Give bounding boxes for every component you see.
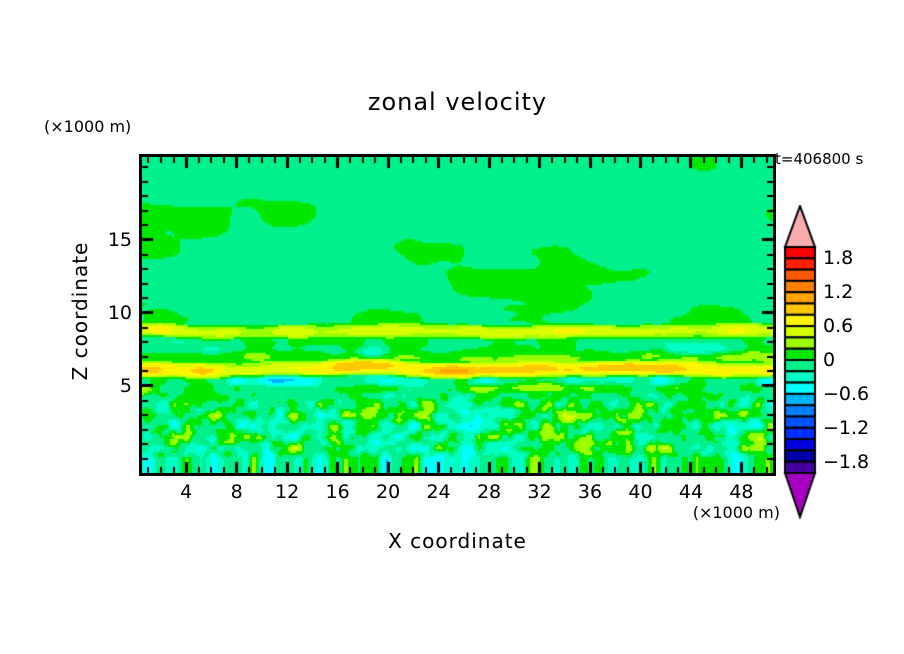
x-tick-label: 40 — [628, 481, 653, 503]
colorbar-tick-label: 0 — [823, 349, 836, 371]
z-tick-label: 5 — [119, 374, 132, 397]
x-tick-label: 24 — [426, 481, 451, 503]
colorbar-tick-label: −1.8 — [823, 450, 870, 473]
x-tick-label: 36 — [577, 481, 603, 503]
colorbar-tick-label: −0.6 — [823, 382, 870, 405]
x-tick-label: 44 — [678, 481, 704, 503]
z-tick-label: 15 — [107, 228, 132, 251]
contour-field-canvas — [142, 157, 773, 473]
z-axis-title: Z coordinate — [68, 241, 92, 381]
x-tick-label: 8 — [230, 481, 243, 503]
chart-title: zonal velocity — [367, 88, 548, 116]
x-tick-label: 48 — [729, 481, 754, 503]
x-tick-label: 20 — [375, 481, 401, 503]
x-tick-label: 28 — [476, 481, 502, 503]
z-axis-unit-label: (×1000 m) — [44, 117, 132, 136]
x-tick-label: 32 — [527, 481, 552, 503]
plot-area — [139, 154, 776, 476]
z-tick-label: 10 — [107, 301, 132, 324]
colorbar-tick-label: 1.8 — [823, 247, 854, 270]
time-stamp-label: t=406800 s — [775, 150, 864, 168]
colorbar-tick-label: 1.2 — [823, 281, 854, 304]
x-tick-label: 4 — [180, 481, 193, 503]
x-tick-label: 16 — [325, 481, 350, 503]
colorbar — [783, 205, 819, 519]
x-axis-title: X coordinate — [388, 529, 527, 553]
colorbar-tick-label: −1.2 — [823, 416, 870, 439]
colorbar-tick-label: 0.6 — [823, 315, 854, 338]
x-tick-label: 12 — [275, 481, 300, 503]
x-axis-unit-label: (×1000 m) — [692, 503, 780, 522]
